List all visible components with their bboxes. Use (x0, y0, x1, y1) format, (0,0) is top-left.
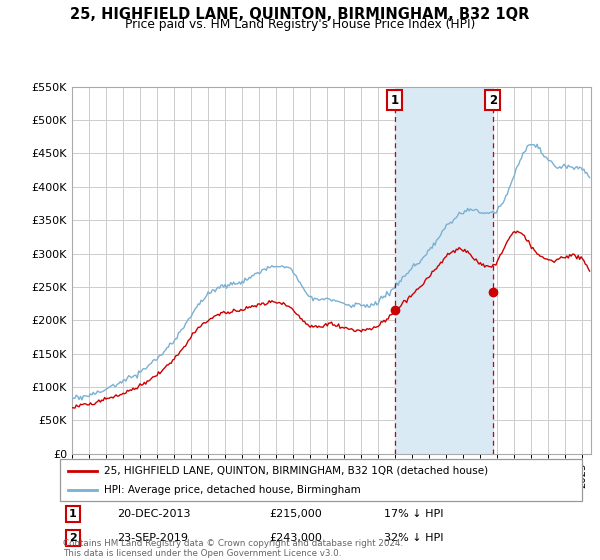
Text: 2: 2 (69, 533, 77, 543)
Text: 23-SEP-2019: 23-SEP-2019 (118, 533, 188, 543)
Text: 32% ↓ HPI: 32% ↓ HPI (383, 533, 443, 543)
Text: 2: 2 (489, 94, 497, 106)
Text: HPI: Average price, detached house, Birmingham: HPI: Average price, detached house, Birm… (104, 485, 361, 495)
Text: 25, HIGHFIELD LANE, QUINTON, BIRMINGHAM, B32 1QR (detached house): 25, HIGHFIELD LANE, QUINTON, BIRMINGHAM,… (104, 465, 488, 475)
Text: Price paid vs. HM Land Registry's House Price Index (HPI): Price paid vs. HM Land Registry's House … (125, 18, 475, 31)
Text: 1: 1 (69, 508, 77, 519)
Text: 17% ↓ HPI: 17% ↓ HPI (383, 508, 443, 519)
Text: 20-DEC-2013: 20-DEC-2013 (118, 508, 191, 519)
Text: Contains HM Land Registry data © Crown copyright and database right 2024.
This d: Contains HM Land Registry data © Crown c… (63, 539, 403, 558)
FancyBboxPatch shape (60, 459, 582, 501)
Text: £215,000: £215,000 (269, 508, 322, 519)
Text: 25, HIGHFIELD LANE, QUINTON, BIRMINGHAM, B32 1QR: 25, HIGHFIELD LANE, QUINTON, BIRMINGHAM,… (70, 7, 530, 22)
Text: 1: 1 (391, 94, 399, 106)
Bar (395, 87, 493, 454)
Text: £243,000: £243,000 (269, 533, 322, 543)
